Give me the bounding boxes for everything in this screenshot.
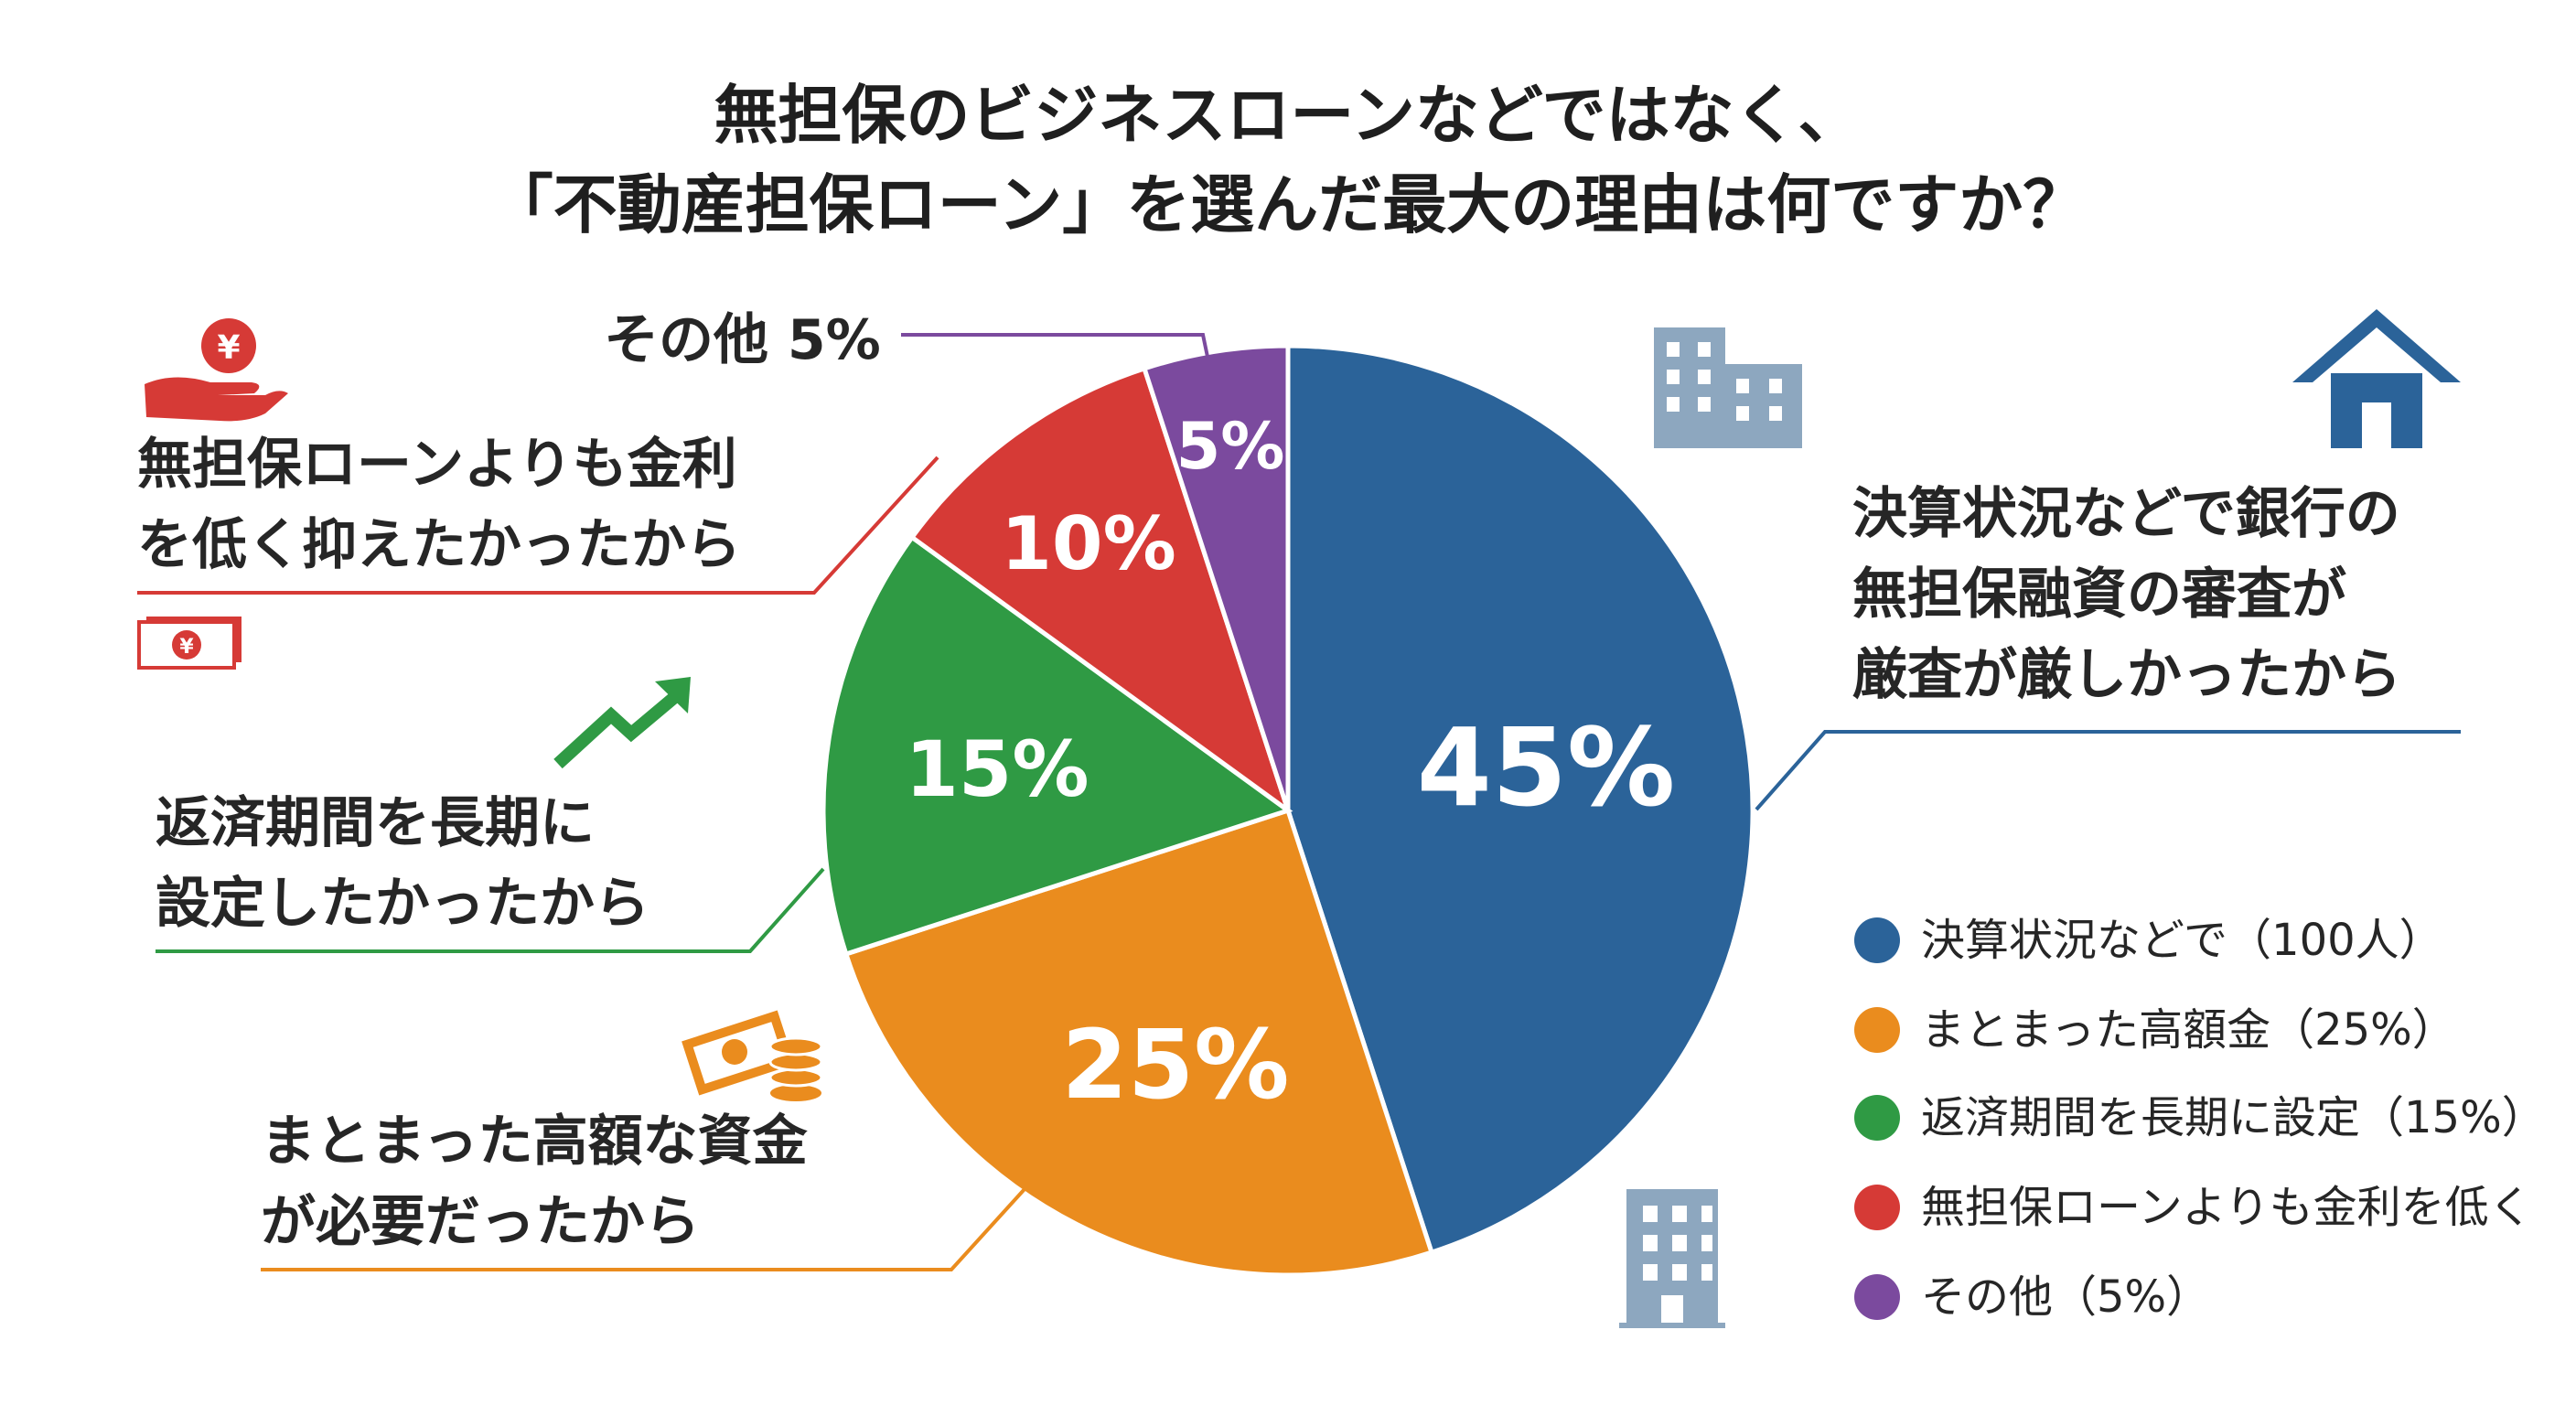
bank-building-icon xyxy=(1619,1189,1725,1328)
slice-label-long-term: 15% xyxy=(905,724,1089,814)
legend-label-low-rate: 無担保ローンよりも金利を低く xyxy=(1921,1182,2533,1233)
category-label-low-rate-line1: 無担保ローンよりも金利 xyxy=(137,433,737,497)
category-label-long-term: 返済期間を長期に 設定したかったから xyxy=(156,791,649,936)
category-label-other: その他 5% xyxy=(604,308,881,372)
leader-line-settlement xyxy=(1755,730,2461,811)
chart-title-line2: 「不動産担保ローン」を選んだ最大の理由は何ですか？ xyxy=(489,167,2088,242)
category-label-low-rate: 無担保ローンよりも金利 を低く抑えたかったから xyxy=(137,433,757,577)
legend-swatch-long-term xyxy=(1854,1095,1900,1141)
pie-slice-low-rate xyxy=(908,365,1293,817)
category-label-settlement: 決算状況などで銀行の 無担保融資の審査が 厳査が厳しかったから xyxy=(1852,482,2420,707)
office-building-icon xyxy=(1654,327,1802,448)
category-label-settlement-line1: 決算状況などで銀行の xyxy=(1852,482,2400,546)
legend: 決算状況などで（100人） まとまった高額金（25%） 返済期間を長期に設定（1… xyxy=(1854,915,2546,1323)
money-coins-icon xyxy=(682,1010,823,1101)
house-icon xyxy=(2292,309,2461,448)
pie-slice-other xyxy=(1141,343,1291,811)
leader-line-large-funds xyxy=(261,1187,1026,1271)
legend-label-large-funds: まとまった高額金（25%） xyxy=(1921,1004,2456,1056)
slice-label-large-funds: 25% xyxy=(1062,1009,1290,1121)
category-label-large-funds-line2: が必要だったから xyxy=(261,1190,700,1254)
legend-item-low-rate: 無担保ローンよりも金利を低く xyxy=(1854,1182,2533,1233)
legend-swatch-other xyxy=(1854,1274,1900,1320)
slice-label-low-rate: 10% xyxy=(1001,501,1175,586)
category-label-settlement-line2: 無担保融資の審査が xyxy=(1852,563,2346,627)
pie-slice-settlement xyxy=(1285,343,1755,1256)
legend-swatch-low-rate xyxy=(1854,1185,1900,1230)
legend-item-large-funds: まとまった高額金（25%） xyxy=(1854,1004,2456,1056)
legend-label-long-term: 返済期間を長期に設定（15%） xyxy=(1921,1092,2546,1143)
legend-item-other: その他（5%） xyxy=(1854,1271,2210,1323)
leader-line-other xyxy=(901,333,1209,358)
pie-slice-large-funds xyxy=(843,807,1435,1278)
legend-swatch-large-funds xyxy=(1854,1007,1900,1053)
trend-arrow-icon xyxy=(553,677,691,769)
legend-item-settlement: 決算状況などで（100人） xyxy=(1854,915,2443,966)
pie-slices xyxy=(821,343,1755,1278)
category-label-long-term-line1: 返済期間を長期に xyxy=(156,791,595,855)
legend-label-other: その他（5%） xyxy=(1921,1271,2210,1323)
yen-bill-symbol: ¥ xyxy=(179,636,194,659)
category-label-large-funds: まとまった高額な資金 が必要だったから xyxy=(261,1110,827,1254)
yen-hand-icon: ¥ xyxy=(145,318,288,422)
legend-item-long-term: 返済期間を長期に設定（15%） xyxy=(1854,1092,2546,1143)
category-label-low-rate-line2: を低く抑えたかったから xyxy=(137,513,741,577)
category-label-long-term-line2: 設定したかったから xyxy=(156,872,649,936)
legend-swatch-settlement xyxy=(1854,917,1900,963)
pie-slice-long-term xyxy=(821,533,1293,958)
slice-label-settlement: 45% xyxy=(1417,704,1675,831)
chart-title-line1: 無担保のビジネスローンなどではなく、 xyxy=(714,78,1862,153)
leader-line-low-rate xyxy=(137,456,939,595)
category-label-large-funds-line1: まとまった高額な資金 xyxy=(261,1110,809,1174)
slice-label-other: 5% xyxy=(1176,409,1285,484)
yen-bill-icon: ¥ xyxy=(137,617,242,670)
category-label-settlement-line3: 厳査が厳しかったから xyxy=(1852,643,2401,707)
legend-label-settlement: 決算状況などで（100人） xyxy=(1921,915,2443,966)
yen-symbol: ¥ xyxy=(217,329,240,367)
leader-line-long-term xyxy=(156,867,825,953)
